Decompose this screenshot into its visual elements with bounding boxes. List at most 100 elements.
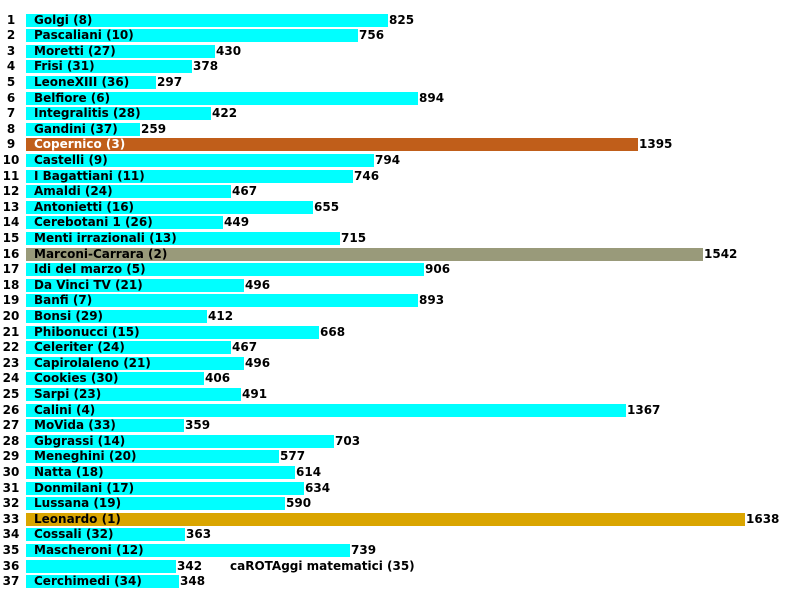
team-label: Amaldi (24) — [34, 184, 113, 198]
team-label: Antonietti (16) — [34, 200, 135, 214]
value-label: 1395 — [639, 137, 673, 151]
team-label: Castelli (9) — [34, 153, 108, 167]
bar — [26, 216, 223, 229]
bar — [26, 560, 176, 573]
bar — [26, 232, 340, 245]
team-label: caROTAggi matematici (35) — [230, 559, 415, 573]
team-label: Copernico (3) — [34, 137, 126, 151]
team-label: Donmilani (17) — [34, 481, 135, 495]
team-label: Marconi-Carrara (2) — [34, 247, 168, 261]
bar — [26, 294, 418, 307]
team-label: Sarpi (23) — [34, 387, 102, 401]
row-number: 14 — [2, 215, 20, 229]
bar — [26, 450, 279, 463]
value-label: 1367 — [627, 403, 661, 417]
row-number: 36 — [2, 559, 20, 573]
row-number: 28 — [2, 434, 20, 448]
value-label: 906 — [425, 262, 451, 276]
bar — [26, 92, 418, 105]
row-number: 29 — [2, 449, 20, 463]
value-label: 491 — [242, 387, 268, 401]
bar — [26, 76, 156, 89]
row-number: 3 — [6, 44, 16, 58]
team-label: Cossali (32) — [34, 527, 114, 541]
value-label: 590 — [286, 496, 312, 510]
team-label: Pascaliani (10) — [34, 28, 134, 42]
team-label: Cerchimedi (34) — [34, 574, 142, 588]
bar — [26, 482, 304, 495]
bar — [26, 60, 192, 73]
row-number: 15 — [2, 231, 20, 245]
row-number: 23 — [2, 356, 20, 370]
value-label: 655 — [314, 200, 340, 214]
row-number: 33 — [2, 512, 20, 526]
bar — [26, 138, 638, 151]
team-label: Mascheroni (12) — [34, 543, 144, 557]
team-label: Gandini (37) — [34, 122, 118, 136]
value-label: 634 — [305, 481, 331, 495]
team-label: MoVida (33) — [34, 418, 116, 432]
row-number: 22 — [2, 340, 20, 354]
team-label: I Bagattiani (11) — [34, 169, 145, 183]
bar — [26, 123, 140, 136]
row-number: 11 — [2, 169, 20, 183]
team-label: Bonsi (29) — [34, 309, 104, 323]
row-number: 30 — [2, 465, 20, 479]
team-label: Menti irrazionali (13) — [34, 231, 177, 245]
value-label: 715 — [341, 231, 367, 245]
value-label: 614 — [296, 465, 322, 479]
bar — [26, 419, 184, 432]
row-number: 31 — [2, 481, 20, 495]
bar — [26, 326, 319, 339]
bar — [26, 466, 295, 479]
bar — [26, 372, 204, 385]
value-label: 412 — [208, 309, 234, 323]
value-label: 430 — [216, 44, 242, 58]
bar — [26, 14, 388, 27]
bar — [26, 279, 244, 292]
row-number: 24 — [2, 371, 20, 385]
row-number: 16 — [2, 247, 20, 261]
value-label: 668 — [320, 325, 346, 339]
bar — [26, 170, 353, 183]
value-label: 1638 — [746, 512, 780, 526]
team-label: Gbgrassi (14) — [34, 434, 126, 448]
bar — [26, 513, 745, 526]
team-label: Calini (4) — [34, 403, 96, 417]
row-number: 18 — [2, 278, 20, 292]
value-label: 363 — [186, 527, 212, 541]
value-label: 703 — [335, 434, 361, 448]
team-label: Lussana (19) — [34, 496, 122, 510]
row-number: 9 — [6, 137, 16, 151]
value-label: 756 — [359, 28, 385, 42]
row-number: 12 — [2, 184, 20, 198]
value-label: 496 — [245, 356, 271, 370]
row-number: 20 — [2, 309, 20, 323]
bar — [26, 45, 215, 58]
value-label: 359 — [185, 418, 211, 432]
row-number: 4 — [6, 59, 16, 73]
value-label: 378 — [193, 59, 219, 73]
bar — [26, 544, 350, 557]
bar — [26, 248, 703, 261]
value-label: 794 — [375, 153, 401, 167]
team-label: Leonardo (1) — [34, 512, 121, 526]
bar — [26, 528, 185, 541]
row-number: 2 — [6, 28, 16, 42]
row-number: 10 — [2, 153, 20, 167]
value-label: 406 — [205, 371, 231, 385]
bar — [26, 310, 207, 323]
value-label: 577 — [280, 449, 306, 463]
row-number: 35 — [2, 543, 20, 557]
row-number: 37 — [2, 574, 20, 588]
value-label: 893 — [419, 293, 445, 307]
value-label: 1542 — [704, 247, 738, 261]
team-label: Golgi (8) — [34, 13, 93, 27]
value-label: 297 — [157, 75, 183, 89]
row-number: 13 — [2, 200, 20, 214]
team-label: LeoneXIII (36) — [34, 75, 130, 89]
bar — [26, 357, 244, 370]
team-label: Cerebotani 1 (26) — [34, 215, 153, 229]
value-label: 449 — [224, 215, 250, 229]
